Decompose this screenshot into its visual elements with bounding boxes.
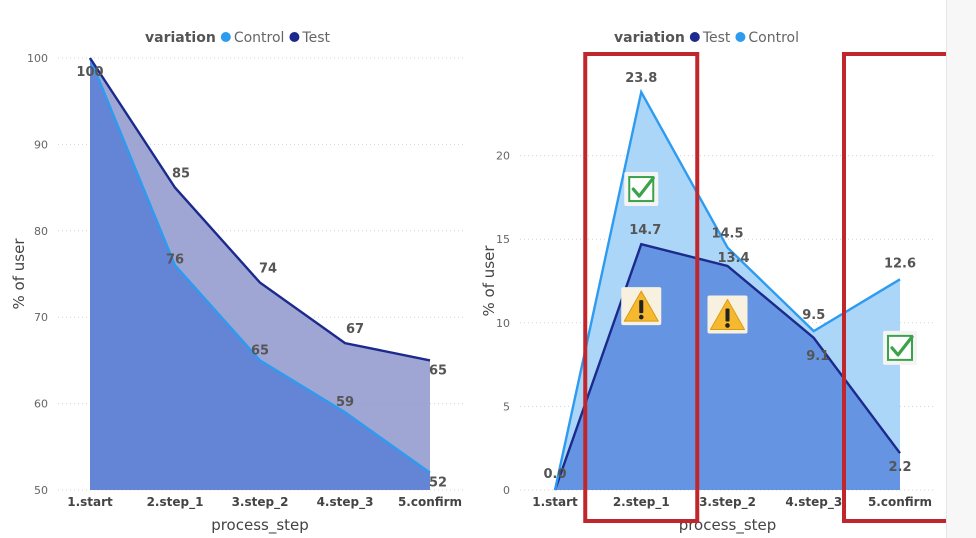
y-tick-label: 90 bbox=[34, 138, 48, 151]
x-tick-label: 3.step_2 bbox=[699, 495, 756, 510]
legend-marker-control bbox=[735, 32, 746, 42]
warning-icon bbox=[621, 287, 662, 326]
x-tick-label: 4.step_3 bbox=[785, 495, 842, 510]
x-tick-label: 2.step_1 bbox=[613, 495, 670, 510]
y-tick-label: 70 bbox=[34, 311, 48, 324]
data-label: 12.6 bbox=[884, 256, 916, 271]
data-label: 23.8 bbox=[625, 71, 657, 86]
y-tick-label: 10 bbox=[496, 317, 510, 330]
y-tick-label: 50 bbox=[34, 484, 48, 497]
highlight-box bbox=[583, 52, 700, 523]
y-axis-title: % of user bbox=[10, 238, 28, 310]
area-control bbox=[90, 58, 430, 490]
x-tick-label: 2.step_1 bbox=[147, 495, 204, 510]
data-label: 76 bbox=[166, 252, 184, 267]
data-label: 67 bbox=[346, 322, 364, 337]
chart-1: 50 60 70 80 90 100 76 65 59 52 100 85 74 67 65 1.start 2… bbox=[10, 30, 465, 535]
data-label: 14.7 bbox=[629, 223, 661, 238]
y-tick-label: 20 bbox=[496, 150, 510, 163]
data-label: 9.1 bbox=[806, 349, 829, 364]
line-test[interactable] bbox=[88, 57, 431, 362]
legend: variation Control Test bbox=[145, 30, 331, 46]
data-label: 13.4 bbox=[717, 251, 749, 266]
data-label: 14.5 bbox=[711, 227, 743, 242]
data-label: 65 bbox=[429, 363, 447, 378]
data-label: 85 bbox=[172, 167, 190, 182]
y-axis-title: % of user bbox=[480, 245, 498, 317]
legend-marker-control bbox=[220, 32, 231, 42]
y-tick-label: 60 bbox=[34, 398, 48, 411]
data-label: 52 bbox=[429, 476, 447, 491]
legend-title: variation bbox=[614, 30, 685, 46]
legend-marker-test bbox=[289, 32, 300, 42]
data-label: 0.0 bbox=[543, 467, 566, 482]
check-icon bbox=[624, 172, 659, 207]
warning-icon bbox=[707, 295, 748, 334]
legend-entry-test[interactable]: Test bbox=[301, 30, 330, 46]
legend: variation Test Control bbox=[614, 30, 799, 46]
legend-entry-control[interactable]: Control bbox=[748, 30, 799, 46]
legend-title: variation bbox=[145, 30, 216, 46]
data-label: 2.2 bbox=[888, 460, 911, 475]
x-tick-label: 4.step_3 bbox=[317, 495, 374, 510]
y-tick-label: 5 bbox=[503, 400, 510, 413]
legend-marker-test bbox=[689, 32, 700, 42]
data-label: 74 bbox=[259, 262, 277, 277]
scrollbar[interactable] bbox=[946, 0, 976, 538]
x-tick-label: 5.confirm bbox=[398, 495, 462, 509]
y-tick-label: 15 bbox=[496, 233, 510, 246]
data-label: 65 bbox=[251, 343, 269, 358]
legend-entry-control[interactable]: Control bbox=[234, 30, 285, 46]
data-label: 9.5 bbox=[802, 308, 825, 323]
y-tick-label: 80 bbox=[34, 225, 48, 238]
x-tick-label: 5.confirm bbox=[868, 495, 932, 509]
y-tick-label: 100 bbox=[27, 52, 48, 65]
legend-entry-test[interactable]: Test bbox=[702, 30, 731, 46]
line-control[interactable] bbox=[88, 57, 431, 474]
x-axis-title: process_step bbox=[679, 516, 777, 535]
x-tick-label: 3.step_2 bbox=[232, 495, 289, 510]
data-label: 100 bbox=[76, 65, 103, 80]
x-tick-label: 1.start bbox=[532, 495, 578, 509]
x-axis-title: process_step bbox=[211, 516, 309, 535]
check-icon bbox=[883, 330, 917, 365]
y-tick-label: 0 bbox=[503, 484, 510, 497]
chart-2: 0 5 10 15 20 14.7 13.4 9.1 2.2 0.0 23.8 14.5 9.5 12.6… bbox=[480, 30, 958, 535]
data-label: 59 bbox=[336, 395, 354, 410]
x-tick-label: 1.start bbox=[67, 495, 113, 509]
